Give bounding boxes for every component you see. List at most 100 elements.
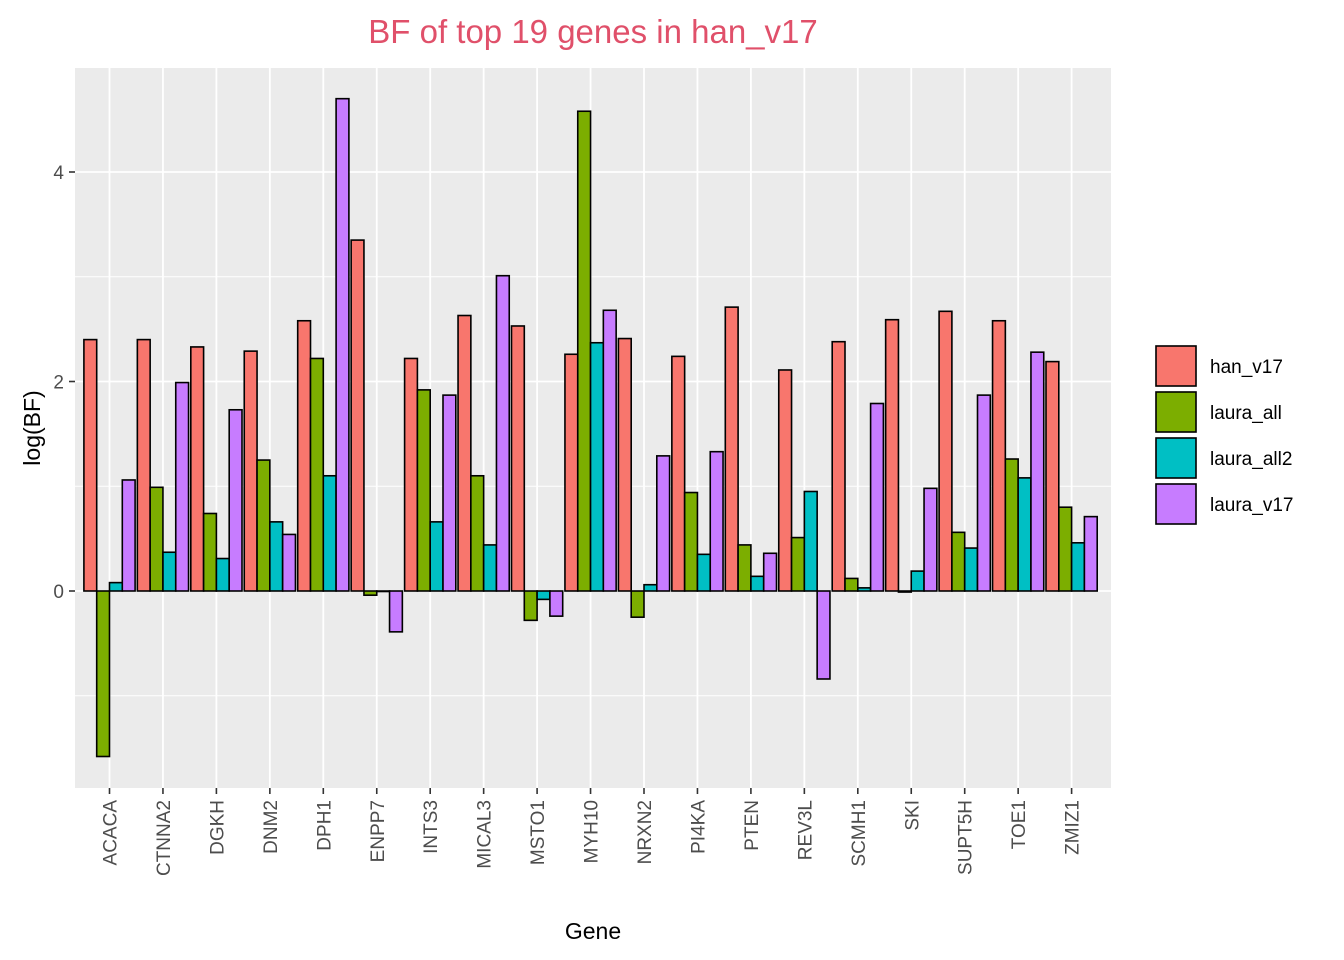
bar-pten-laura-all2 [750, 575, 765, 592]
bar-supt5h-laura-all [951, 531, 966, 592]
legend-swatch-laura-all [1155, 391, 1197, 433]
bar-acaca-laura-v17 [121, 479, 136, 592]
bar-dnm2-laura-all2 [269, 521, 284, 592]
bar-nrxn2-laura-v17 [655, 455, 671, 592]
legend: han_v17 laura_all laura_all2 laura_v17 [1155, 345, 1293, 525]
bar-msto1-laura-v17 [549, 590, 564, 617]
x-axis: ACACA CTNNA2 DGKH DNM2 DPH1 ENPP7 INTS3 MICAL3 M… [101, 788, 1084, 876]
x-tick-label: MYH10 [582, 800, 603, 863]
bar-ints3-laura-all [416, 389, 431, 592]
bar-myh10-laura-all [576, 110, 592, 592]
bar-enpp7-laura-all [363, 590, 378, 596]
bar-toe1-laura-all2 [1017, 477, 1032, 592]
x-tick-label: ENPP7 [368, 800, 389, 862]
bar-nrxn2-han-v17 [617, 337, 633, 592]
bar-ctnna2-han-v17 [136, 338, 151, 592]
bar-msto1-han-v17 [510, 325, 526, 592]
legend-swatch-han-v17 [1155, 345, 1197, 387]
legend-swatch-laura-v17 [1155, 483, 1197, 525]
bar-zmiz1-laura-all [1058, 506, 1073, 592]
x-tick-label: DNM2 [261, 800, 282, 854]
bar-nrxn2-laura-all [630, 590, 645, 618]
bar-ski-laura-all [897, 590, 913, 593]
bar-msto1-laura-all2 [536, 590, 551, 601]
bar-mical3-laura-v17 [495, 274, 511, 592]
bar-dnm2-laura-v17 [281, 533, 297, 592]
bar-dgkh-han-v17 [190, 346, 205, 592]
bar-dph1-laura-v17 [335, 97, 350, 592]
x-tick-label: SKI [902, 800, 923, 831]
bar-ski-laura-all2 [910, 570, 925, 592]
bar-mical3-han-v17 [457, 314, 472, 592]
bar-ctnna2-laura-all [149, 486, 164, 592]
bar-ints3-laura-all2 [429, 521, 444, 592]
y-axis: 0 2 4 [53, 163, 75, 603]
bar-ints3-laura-v17 [442, 394, 457, 592]
legend-label: laura_all [1210, 403, 1282, 424]
bar-enpp7-laura-v17 [388, 590, 404, 633]
bar-zmiz1-laura-all2 [1070, 542, 1086, 592]
bar-dph1-laura-all [309, 357, 325, 592]
x-tick-label: CTNNA2 [154, 800, 175, 876]
bars [83, 97, 1099, 758]
bar-scmh1-han-v17 [831, 340, 846, 592]
x-tick-label: MSTO1 [528, 800, 549, 865]
bar-toe1-laura-v17 [1030, 351, 1045, 592]
bar-ctnna2-laura-v17 [174, 381, 190, 592]
bar-enpp7-laura-all2 [375, 590, 391, 593]
y-tick-label: 2 [53, 373, 64, 394]
bar-rev3l-han-v17 [777, 369, 793, 592]
bar-myh10-laura-v17 [602, 309, 617, 592]
bar-pi4ka-laura-all [683, 491, 699, 592]
x-tick-label: REV3L [795, 800, 816, 860]
bar-dnm2-laura-all [256, 459, 271, 592]
chart-title: BF of top 19 genes in han_v17 [368, 13, 818, 50]
x-tick-label: TOE1 [1009, 800, 1030, 849]
bar-pten-laura-all [737, 544, 752, 592]
bar-ints3-han-v17 [403, 357, 419, 592]
bar-pi4ka-laura-all2 [696, 553, 712, 592]
y-tick-label: 4 [53, 163, 64, 184]
x-axis-title: Gene [565, 918, 621, 944]
bar-dgkh-laura-all2 [215, 557, 230, 592]
bar-scmh1-laura-all2 [856, 587, 872, 592]
legend-label: laura_v17 [1210, 495, 1293, 516]
bar-pi4ka-laura-v17 [709, 450, 724, 592]
legend-label: han_v17 [1210, 357, 1283, 378]
grid-lines [75, 66, 1111, 788]
bar-ski-laura-v17 [923, 487, 938, 592]
bar-msto1-laura-all [523, 590, 538, 622]
x-tick-label: NRXN2 [635, 800, 656, 864]
x-tick-label: ZMIZ1 [1063, 800, 1084, 855]
bar-ctnna2-laura-all2 [162, 551, 177, 592]
bar-acaca-laura-all2 [108, 581, 124, 592]
bar-rev3l-laura-all [790, 536, 806, 592]
bar-acaca-laura-all [95, 590, 111, 758]
bar-ski-han-v17 [884, 318, 900, 592]
bar-pten-laura-v17 [762, 552, 778, 592]
bar-dgkh-laura-all [202, 512, 218, 592]
x-tick-label: ACACA [101, 800, 122, 866]
bar-myh10-laura-all2 [589, 341, 605, 592]
legend-swatch-laura-all2 [1155, 437, 1197, 479]
bar-zmiz1-han-v17 [1045, 360, 1060, 592]
bar-supt5h-laura-all2 [963, 547, 979, 592]
y-axis-title: log(BF) [19, 390, 45, 465]
x-tick-label: PTEN [742, 800, 763, 851]
bar-zmiz1-laura-v17 [1083, 515, 1099, 592]
bar-mical3-laura-all [470, 474, 485, 592]
x-tick-label: SUPT5H [956, 800, 977, 875]
y-tick-label: 0 [53, 582, 64, 603]
x-tick-label: DGKH [207, 800, 228, 855]
x-tick-label: MICAL3 [475, 800, 496, 869]
bar-rev3l-laura-all2 [803, 490, 818, 592]
x-tick-label: PI4KA [688, 800, 709, 854]
bar-enpp7-han-v17 [350, 239, 365, 592]
bar-dnm2-han-v17 [243, 350, 258, 592]
bar-scmh1-laura-all [844, 577, 859, 592]
bar-pten-han-v17 [724, 306, 739, 592]
bar-toe1-laura-all [1004, 458, 1019, 592]
bar-mical3-laura-all2 [482, 544, 498, 592]
bar-nrxn2-laura-all2 [643, 583, 658, 592]
